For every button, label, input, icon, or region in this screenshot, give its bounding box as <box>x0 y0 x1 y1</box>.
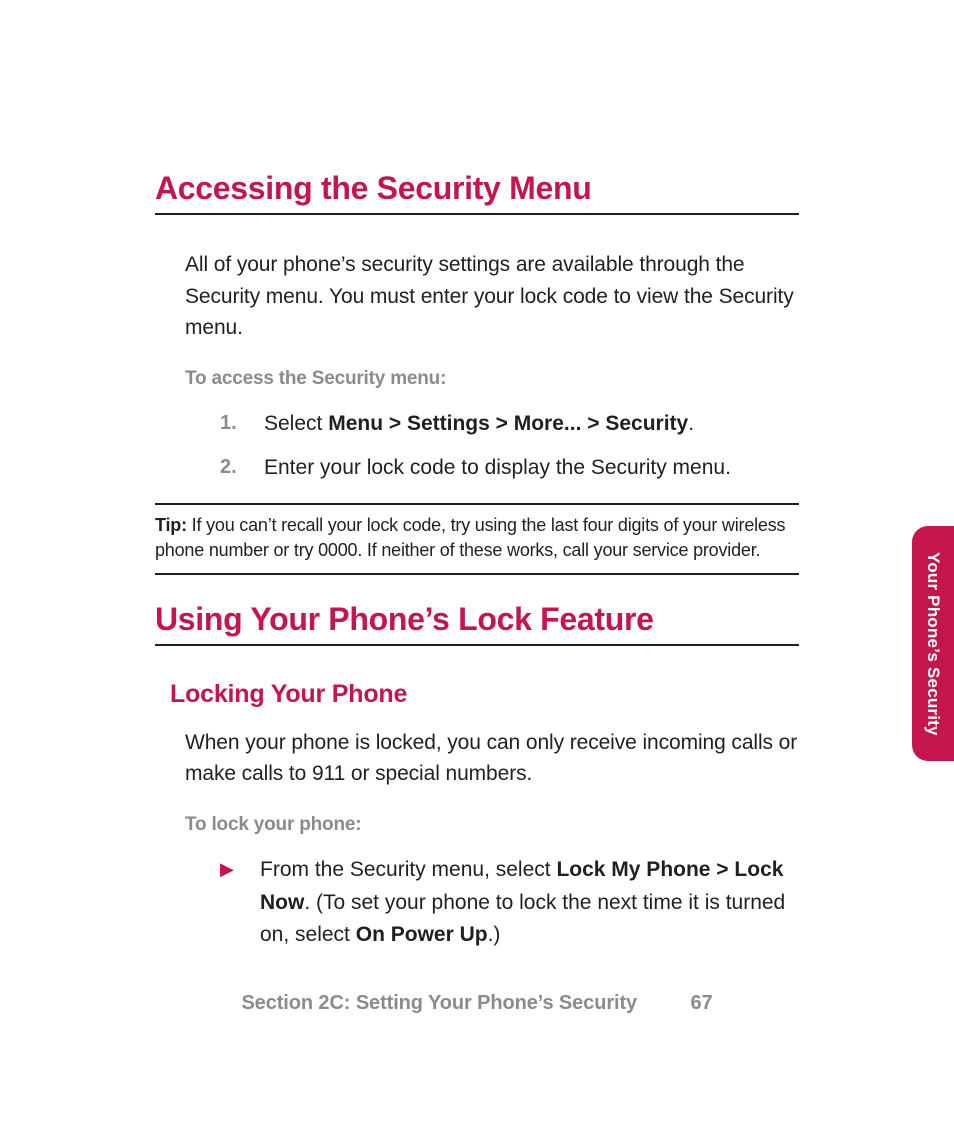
procedure-label-access-security: To access the Security menu: <box>185 368 799 390</box>
bullet-mid: . (To set your phone to lock the next ti… <box>260 891 785 947</box>
heading-using-lock-feature: Using Your Phone’s Lock Feature <box>155 601 799 638</box>
step-1: Select Menu > Settings > More... > Secur… <box>220 408 799 441</box>
tip-text: If you can’t recall your lock code, try … <box>155 515 785 560</box>
bullet-pre: From the Security menu, select <box>260 858 556 881</box>
step-2: Enter your lock code to display the Secu… <box>220 452 799 485</box>
heading-accessing-security-menu: Accessing the Security Menu <box>155 170 799 207</box>
tip-box: Tip: If you can’t recall your lock code,… <box>155 503 799 575</box>
step-1-bold: Menu > Settings > More... > Security <box>328 412 688 435</box>
bullet-lock-phone: ▶ From the Security menu, select Lock My… <box>220 854 799 952</box>
footer-section-label: Section 2C: Setting Your Phone’s Securit… <box>241 992 637 1014</box>
page-footer: Section 2C: Setting Your Phone’s Securit… <box>0 992 954 1015</box>
bullet-bold-2: On Power Up <box>356 923 488 946</box>
bullet-text: From the Security menu, select Lock My P… <box>260 854 799 952</box>
step-1-post: . <box>688 412 694 435</box>
heading-rule-2 <box>155 644 799 646</box>
heading-rule <box>155 213 799 215</box>
side-tab-label: Your Phone’s Security <box>923 552 943 736</box>
bullet-marker-icon: ▶ <box>220 854 260 884</box>
tip-label: Tip: <box>155 515 187 535</box>
intro-paragraph-2: When your phone is locked, you can only … <box>185 727 799 790</box>
footer-page-number: 67 <box>691 992 713 1015</box>
side-tab: Your Phone’s Security <box>912 526 954 761</box>
procedure-label-lock-phone: To lock your phone: <box>185 814 799 836</box>
bullet-post: .) <box>488 923 501 946</box>
step-1-pre: Select <box>264 412 328 435</box>
manual-page: Accessing the Security Menu All of your … <box>0 0 954 1145</box>
steps-access-security: Select Menu > Settings > More... > Secur… <box>220 408 799 485</box>
subheading-locking-your-phone: Locking Your Phone <box>170 680 799 709</box>
intro-paragraph-1: All of your phone’s security settings ar… <box>185 249 799 344</box>
